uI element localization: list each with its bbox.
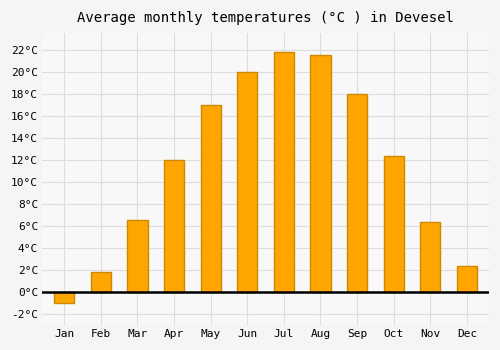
Title: Average monthly temperatures (°C ) in Devesel: Average monthly temperatures (°C ) in De… [77, 11, 454, 25]
Bar [420, 222, 440, 292]
Bar [128, 220, 148, 292]
Bar [347, 94, 367, 292]
Bar [274, 52, 294, 292]
Bar [384, 156, 404, 292]
Bar [200, 105, 220, 292]
Bar [237, 72, 258, 292]
Bar [310, 55, 330, 292]
Bar [54, 292, 74, 303]
Bar [457, 266, 477, 292]
Bar [91, 272, 111, 292]
Bar [164, 160, 184, 292]
